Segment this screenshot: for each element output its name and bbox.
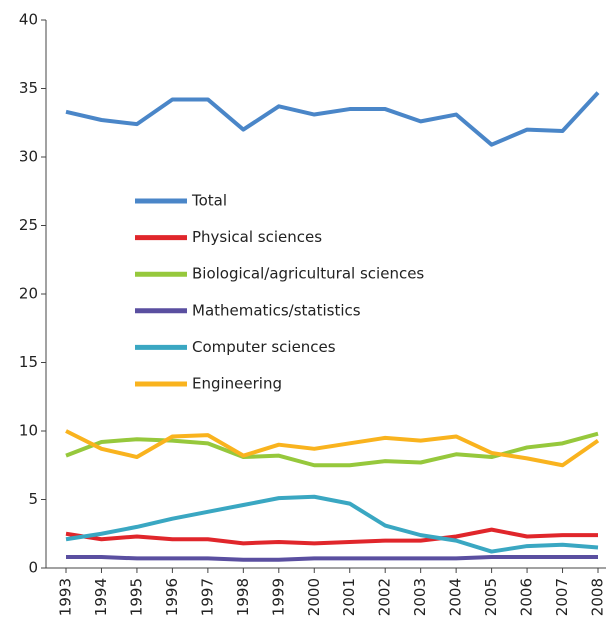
x-tick-label: 2007 — [553, 578, 571, 616]
x-tick-label: 2000 — [305, 578, 323, 616]
x-tick-label: 2004 — [447, 578, 465, 616]
y-tick-label: 30 — [19, 148, 38, 166]
series-line — [65, 527, 598, 546]
y-tick-label: 10 — [19, 422, 38, 440]
x-tick-label: 1997 — [198, 578, 216, 616]
series-line — [65, 494, 599, 554]
x-tick-label: 2008 — [589, 578, 607, 616]
y-tick-label: 35 — [19, 79, 38, 97]
x-tick-label: 1996 — [163, 578, 181, 616]
x-tick-label: 2003 — [411, 578, 429, 616]
x-tick-label: 2001 — [340, 578, 358, 616]
legend-label: Engineering — [192, 375, 282, 393]
x-tick-label: 1995 — [127, 578, 145, 616]
y-tick-label: 5 — [28, 490, 38, 508]
series-line — [65, 429, 600, 468]
x-tick-label: 1994 — [92, 578, 110, 616]
legend-label: Mathematics/statistics — [192, 301, 361, 319]
x-tick-label: 2005 — [482, 578, 500, 616]
y-tick-label: 15 — [19, 353, 38, 371]
y-tick-label: 20 — [19, 285, 38, 303]
x-tick-label: 2006 — [518, 578, 536, 616]
series-line — [65, 91, 600, 147]
x-tick-label: 1993 — [57, 578, 75, 616]
y-tick-label: 40 — [19, 11, 38, 29]
x-tick-label: 2002 — [376, 578, 394, 616]
legend-label: Total — [191, 192, 227, 210]
legend-label: Computer sciences — [192, 338, 336, 356]
x-tick-label: 1999 — [269, 578, 287, 616]
legend-label: Biological/agricultural sciences — [192, 265, 424, 283]
x-tick-label: 1998 — [234, 578, 252, 616]
series-line — [65, 431, 599, 468]
series-line — [66, 555, 598, 562]
legend-label: Physical sciences — [192, 228, 322, 246]
y-tick-label: 0 — [28, 559, 38, 577]
y-tick-label: 25 — [19, 216, 38, 234]
